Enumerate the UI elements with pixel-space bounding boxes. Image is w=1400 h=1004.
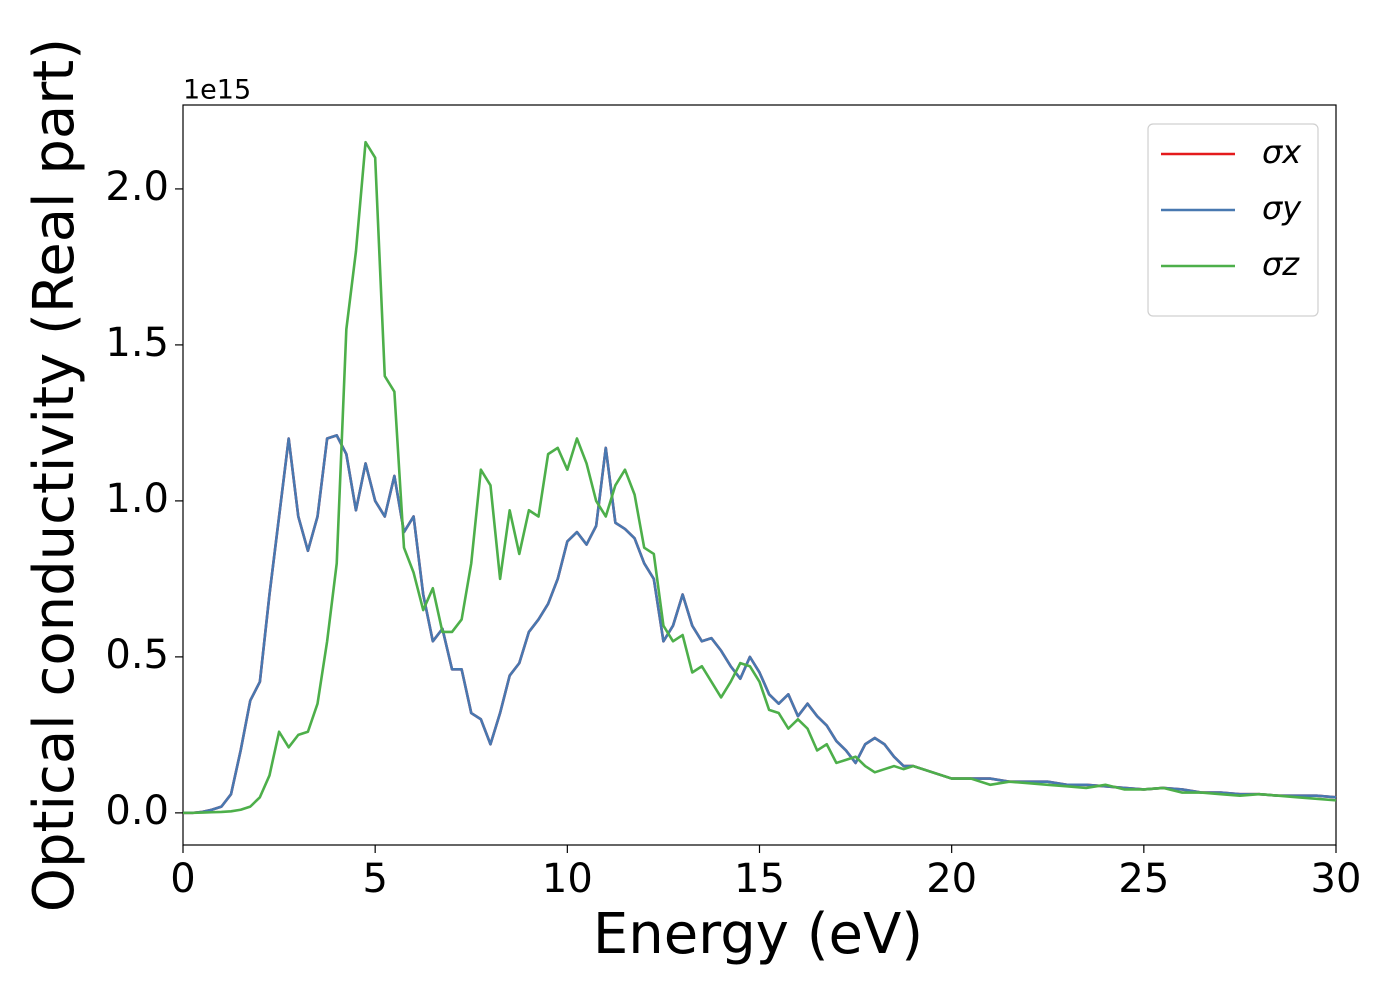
x-tick-label: 15 (734, 856, 785, 902)
y-tick-label: 1.5 (105, 320, 169, 366)
legend-label: σz (1262, 245, 1300, 283)
offset-text: 1e15 (183, 75, 251, 106)
x-tick-label: 25 (1118, 856, 1169, 902)
x-tick-label: 5 (362, 856, 387, 902)
x-axis-label: Energy (eV) (593, 902, 923, 967)
x-tick-label: 20 (926, 856, 977, 902)
plot-frame (182, 104, 1337, 846)
series-line (183, 140, 1337, 815)
legend-label: σx (1262, 133, 1302, 171)
y-axis-label: Optical conductivity (Real part) (22, 38, 87, 912)
legend-box (1147, 123, 1319, 317)
y-tick-label: 0.0 (105, 788, 169, 834)
y-tick-label: 0.5 (105, 632, 169, 678)
y-tick-label: 1.0 (105, 476, 169, 522)
y-tick-label: 2.0 (105, 164, 169, 210)
x-tick-label: 10 (542, 856, 593, 902)
x-tick-label: 0 (170, 856, 195, 902)
x-tick-label: 30 (1311, 856, 1362, 902)
legend-label: σy (1262, 189, 1302, 227)
